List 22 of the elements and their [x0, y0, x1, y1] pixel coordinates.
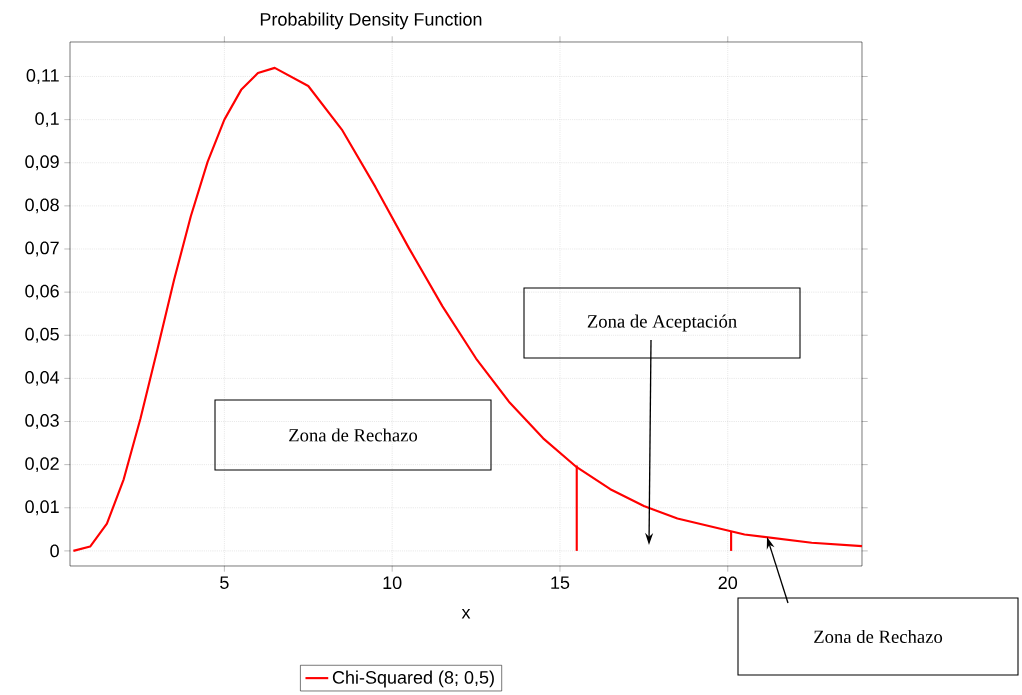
- y-tick-label: 0: [50, 544, 59, 558]
- text: Zona de Rechazo: [814, 629, 943, 644]
- y-tick-label: 0,04: [25, 370, 60, 386]
- y-tick-label: 0,06: [25, 284, 59, 300]
- y-tick-label: 0,05: [25, 327, 59, 343]
- x-tick-label: 15: [551, 576, 570, 589]
- x-tick-label: 10: [383, 576, 402, 590]
- x-tick-label: 20: [718, 576, 738, 590]
- y-tick-label: 0,09: [25, 155, 59, 171]
- annotation: Zona de Aceptación: [587, 314, 737, 332]
- y-tick-label: 0,08: [25, 198, 59, 214]
- y-tick-label: 0,07: [25, 241, 59, 257]
- y-tick-label: 0,1: [35, 112, 59, 128]
- chart-title: Probability Density Function: [260, 12, 482, 30]
- annotation: Zona de Rechazo: [289, 428, 418, 442]
- y-tick-label: 0,02: [25, 457, 59, 473]
- y-tick-label: 0,03: [25, 414, 59, 429]
- y-tick-label: 0,01: [25, 500, 59, 516]
- y-tick-label: 0,11: [26, 69, 59, 84]
- x-tick-label: 5: [220, 576, 229, 589]
- legend-label: Chi-Squared (8; 0,5): [332, 670, 494, 688]
- x-axis-title: x: [461, 608, 471, 619]
